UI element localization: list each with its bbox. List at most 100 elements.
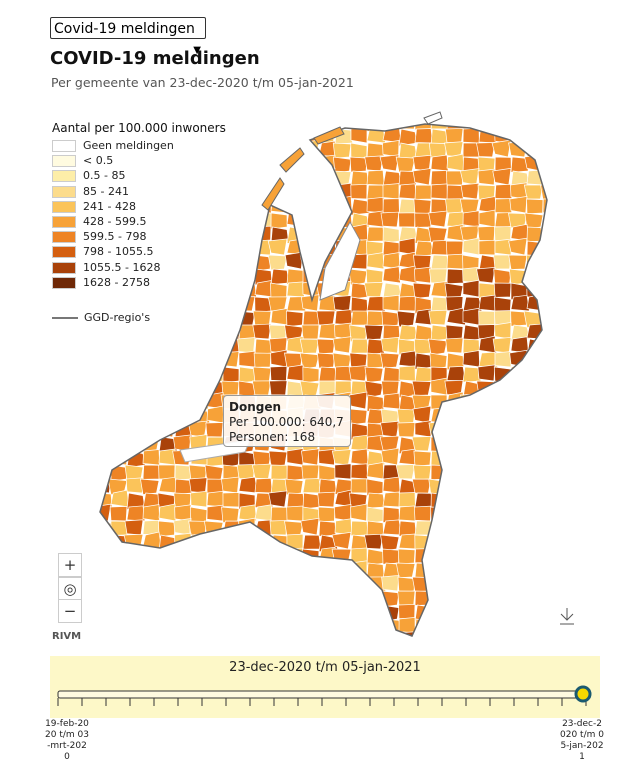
municipality[interactable] [380,114,400,130]
municipality[interactable] [493,478,512,494]
municipality[interactable] [174,532,192,550]
layer-select[interactable]: Covid-19 meldingen ▼ [50,17,206,56]
municipality[interactable] [316,338,336,355]
municipality[interactable] [126,630,144,647]
municipality[interactable] [203,253,224,270]
municipality[interactable] [237,156,256,174]
municipality[interactable] [430,296,450,313]
municipality[interactable] [334,504,352,522]
municipality[interactable] [494,632,515,647]
municipality[interactable] [173,225,192,242]
municipality[interactable] [477,546,496,564]
municipality[interactable] [542,198,559,214]
municipality[interactable] [446,366,467,382]
municipality[interactable] [430,531,448,550]
municipality[interactable] [318,366,338,383]
municipality[interactable] [332,603,352,620]
municipality[interactable] [206,589,225,606]
municipality[interactable] [459,492,480,510]
municipality[interactable] [142,378,161,396]
municipality[interactable] [190,601,209,620]
municipality[interactable] [526,464,546,481]
municipality[interactable] [174,156,192,175]
municipality[interactable] [526,532,544,550]
municipality[interactable] [206,168,226,186]
municipality[interactable] [316,590,336,606]
municipality[interactable] [523,184,544,200]
municipality[interactable] [253,170,272,189]
municipality[interactable] [206,548,224,564]
municipality[interactable] [205,350,224,368]
municipality[interactable] [541,520,559,539]
municipality[interactable] [300,517,320,536]
municipality[interactable] [110,336,130,354]
municipality[interactable] [398,324,418,342]
municipality[interactable] [539,616,559,634]
municipality[interactable] [302,618,322,635]
municipality[interactable] [350,448,369,466]
municipality[interactable] [349,156,368,173]
municipality[interactable] [428,268,448,284]
municipality[interactable] [172,380,192,396]
municipality[interactable] [253,115,272,132]
municipality[interactable] [428,309,448,326]
municipality[interactable] [301,156,320,173]
municipality[interactable] [142,198,161,214]
municipality[interactable] [349,408,368,425]
municipality[interactable] [414,212,432,228]
municipality[interactable] [221,380,240,397]
municipality[interactable] [254,589,272,606]
municipality[interactable] [398,617,416,634]
municipality[interactable] [430,154,449,172]
municipality[interactable] [413,198,432,215]
municipality[interactable] [510,546,529,564]
municipality[interactable] [236,562,256,581]
municipality[interactable] [203,324,224,341]
municipality[interactable] [222,296,240,312]
municipality[interactable] [494,492,512,509]
municipality[interactable] [251,534,272,552]
municipality[interactable] [460,420,480,438]
municipality[interactable] [475,503,496,522]
municipality[interactable] [174,254,194,272]
municipality[interactable] [350,503,368,522]
municipality[interactable] [222,183,241,200]
municipality[interactable] [188,310,208,328]
municipality[interactable] [300,169,320,186]
municipality[interactable] [124,324,144,340]
municipality[interactable] [190,184,208,202]
municipality[interactable] [238,226,256,244]
municipality[interactable] [541,408,559,424]
municipality[interactable] [380,336,400,354]
municipality[interactable] [254,604,272,620]
municipality[interactable] [284,478,304,496]
municipality[interactable] [462,547,480,564]
municipality[interactable] [222,534,240,551]
municipality[interactable] [462,350,481,368]
municipality[interactable] [412,464,432,481]
municipality[interactable] [445,337,464,354]
municipality[interactable] [252,310,272,326]
municipality[interactable] [238,254,257,270]
municipality[interactable] [158,503,177,522]
municipality[interactable] [238,126,258,144]
municipality[interactable] [316,310,336,326]
municipality[interactable] [414,590,432,606]
municipality[interactable] [206,562,226,579]
municipality[interactable] [286,603,305,620]
municipality[interactable] [430,604,449,622]
municipality[interactable] [414,618,433,636]
municipality[interactable] [157,394,176,410]
municipality[interactable] [445,128,464,144]
municipality[interactable] [510,506,530,522]
municipality[interactable] [267,604,288,622]
municipality[interactable] [110,561,129,578]
municipality[interactable] [301,448,320,466]
municipality[interactable] [523,422,544,438]
municipality[interactable] [507,520,528,536]
municipality[interactable] [108,576,128,595]
municipality[interactable] [142,392,160,410]
municipality[interactable] [478,393,496,410]
municipality[interactable] [190,268,210,285]
municipality[interactable] [411,436,432,452]
